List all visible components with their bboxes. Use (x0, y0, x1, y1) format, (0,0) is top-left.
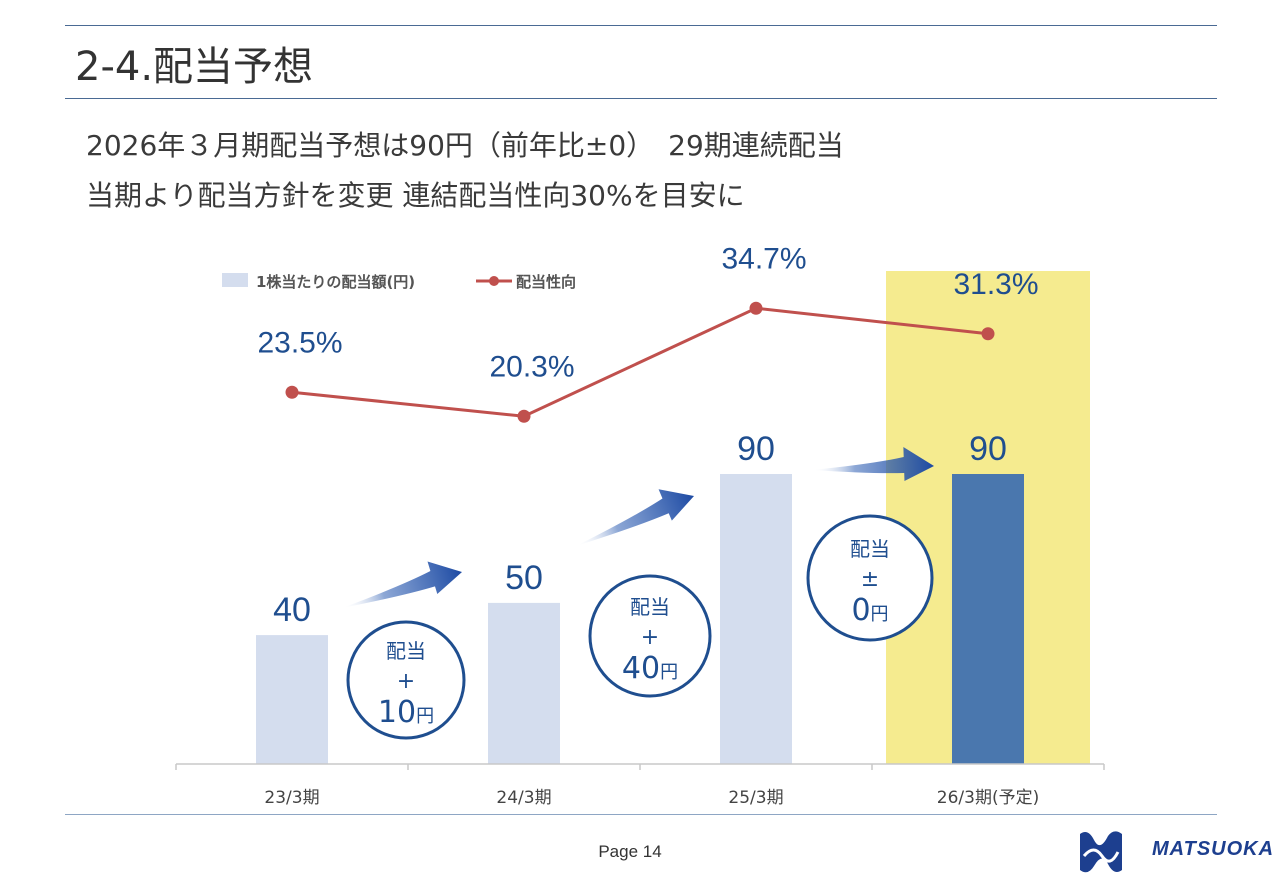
callout-sign: + (641, 625, 659, 650)
logo-wordmark: MATSUOKA (1152, 838, 1275, 860)
bar-1 (488, 602, 560, 764)
bar-value-label-0: 40 (273, 591, 311, 629)
increase-arrow-2 (812, 446, 935, 481)
bar-3 (952, 474, 1024, 764)
payout-ratio-label-0: 23.5% (257, 326, 342, 359)
payout-ratio-line (291, 306, 989, 418)
increase-arrow-0 (342, 561, 463, 608)
bar-value-label-1: 50 (505, 559, 543, 597)
payout-ratio-label-2: 34.7% (721, 242, 806, 275)
callout-label: 配当 (630, 595, 670, 619)
callout-amount: 10円 (378, 695, 434, 730)
bar-value-label-3: 90 (969, 430, 1007, 468)
footer-rule (65, 814, 1217, 815)
legend-label-dividend: 1株当たりの配当額(円) (256, 273, 415, 291)
summary-line-1: 2026年３月期配当予想は90円（前年比±0） 29期連続配当 (86, 129, 844, 162)
callout-amount: 0円 (851, 593, 888, 628)
payout-ratio-point-3 (981, 327, 995, 341)
matsuoka-logo (1080, 831, 1122, 873)
x-tick-label-0: 23/3期 (264, 788, 319, 808)
payout-ratio-point-0 (285, 385, 299, 399)
legend-label-payout: 配当性向 (516, 273, 576, 291)
payout-ratio-label-1: 20.3% (489, 350, 574, 383)
title-rule (65, 98, 1217, 99)
callout-sign: + (397, 669, 415, 694)
callout-sign: ± (861, 567, 879, 592)
page-number: Page 14 (598, 842, 662, 861)
callout-label: 配当 (386, 639, 426, 663)
increase-arrow-1 (576, 489, 694, 546)
bar-2 (720, 474, 792, 764)
payout-ratio-point-2 (749, 301, 763, 315)
callout-label: 配当 (850, 537, 890, 561)
dividend-change-callout-0: 配当 +10円 (346, 620, 466, 740)
summary-line-2: 当期より配当方針を変更 連結配当性向30%を目安に (86, 179, 745, 212)
dividend-change-callout-2: 配当 ±0円 (806, 514, 934, 642)
bar-value-label-2: 90 (737, 430, 775, 468)
payout-ratio-point-1 (517, 409, 531, 423)
x-tick-label-1: 24/3期 (496, 788, 551, 808)
top-rule (65, 25, 1217, 26)
page-title: 2-4.配当予想 (75, 44, 314, 90)
payout-ratio-label-3: 31.3% (953, 268, 1038, 301)
bar-0 (256, 635, 328, 764)
legend-swatch-dividend (222, 273, 248, 287)
dividend-change-callout-1: 配当 +40円 (588, 574, 712, 698)
x-tick-label-2: 25/3期 (728, 788, 783, 808)
callout-amount: 40円 (622, 651, 678, 686)
legend-swatch-payout-marker (489, 276, 499, 286)
x-tick-label-3: 26/3期(予定) (937, 788, 1039, 808)
